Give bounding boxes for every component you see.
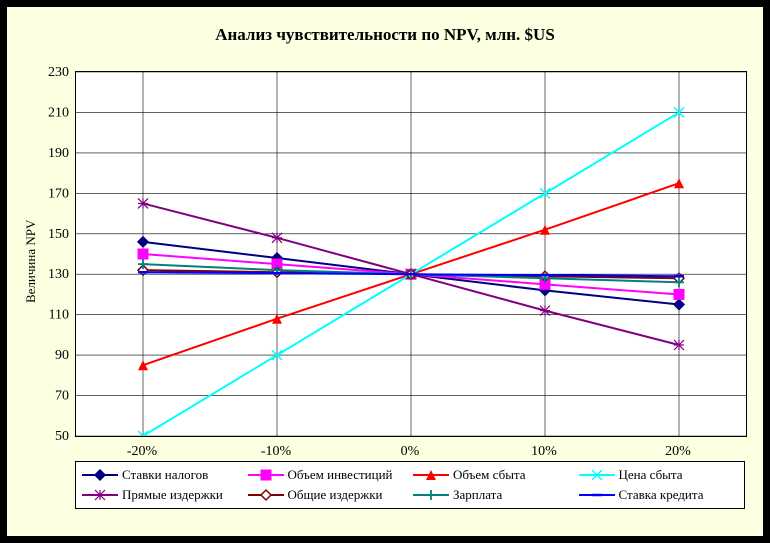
legend-item: Ставка кредита <box>579 486 739 504</box>
legend: Ставки налогов Объем инвестиций Объем сбыт… <box>75 461 745 509</box>
legend-swatch-icon <box>579 468 615 482</box>
legend-swatch-icon <box>248 468 284 482</box>
x-tick-label: 20% <box>665 444 691 459</box>
legend-item: Объем сбыта <box>413 466 573 484</box>
legend-item: Прямые издержки <box>82 486 242 504</box>
y-tick-label: 90 <box>55 348 69 363</box>
x-tick-label: 10% <box>531 444 557 459</box>
legend-item: Зарплата <box>413 486 573 504</box>
legend-label: Объем сбыта <box>453 467 526 483</box>
legend-item: Общие издержки <box>248 486 408 504</box>
legend-label: Объем инвестиций <box>288 467 393 483</box>
y-tick-label: 50 <box>55 429 69 444</box>
legend-label: Цена сбыта <box>619 467 683 483</box>
outer-frame: Анализ чувствительности по NPV, млн. $US… <box>0 0 770 543</box>
y-tick-label: 230 <box>48 65 69 80</box>
plot-svg <box>76 72 746 436</box>
legend-swatch-icon <box>413 468 449 482</box>
chart-panel: Анализ чувствительности по NPV, млн. $US… <box>6 6 764 537</box>
legend-item: Цена сбыта <box>579 466 739 484</box>
x-tick-label: -20% <box>127 444 158 459</box>
y-tick-label: 150 <box>48 227 69 242</box>
legend-label: Прямые издержки <box>122 487 223 503</box>
legend-swatch-icon <box>82 488 118 502</box>
legend-swatch-icon <box>82 468 118 482</box>
legend-item: Объем инвестиций <box>248 466 408 484</box>
y-tick-label: 110 <box>49 308 69 323</box>
y-tick-label: 190 <box>48 146 69 161</box>
y-axis-ticks: 507090110130150170190210230 <box>7 71 75 455</box>
y-tick-label: 130 <box>48 267 69 282</box>
x-tick-label: -10% <box>261 444 292 459</box>
legend-label: Общие издержки <box>288 487 383 503</box>
legend-swatch-icon <box>248 488 284 502</box>
legend-item: Ставки налогов <box>82 466 242 484</box>
legend-label: Зарплата <box>453 487 502 503</box>
chart-title: Анализ чувствительности по NPV, млн. $US <box>7 25 763 45</box>
legend-label: Ставка кредита <box>619 487 704 503</box>
legend-swatch-icon <box>579 488 615 502</box>
plot-area <box>75 71 747 437</box>
y-tick-label: 210 <box>48 105 69 120</box>
y-tick-label: 170 <box>48 186 69 201</box>
legend-label: Ставки налогов <box>122 467 208 483</box>
legend-swatch-icon <box>413 488 449 502</box>
x-tick-label: 0% <box>401 444 420 459</box>
y-tick-label: 70 <box>55 389 69 404</box>
